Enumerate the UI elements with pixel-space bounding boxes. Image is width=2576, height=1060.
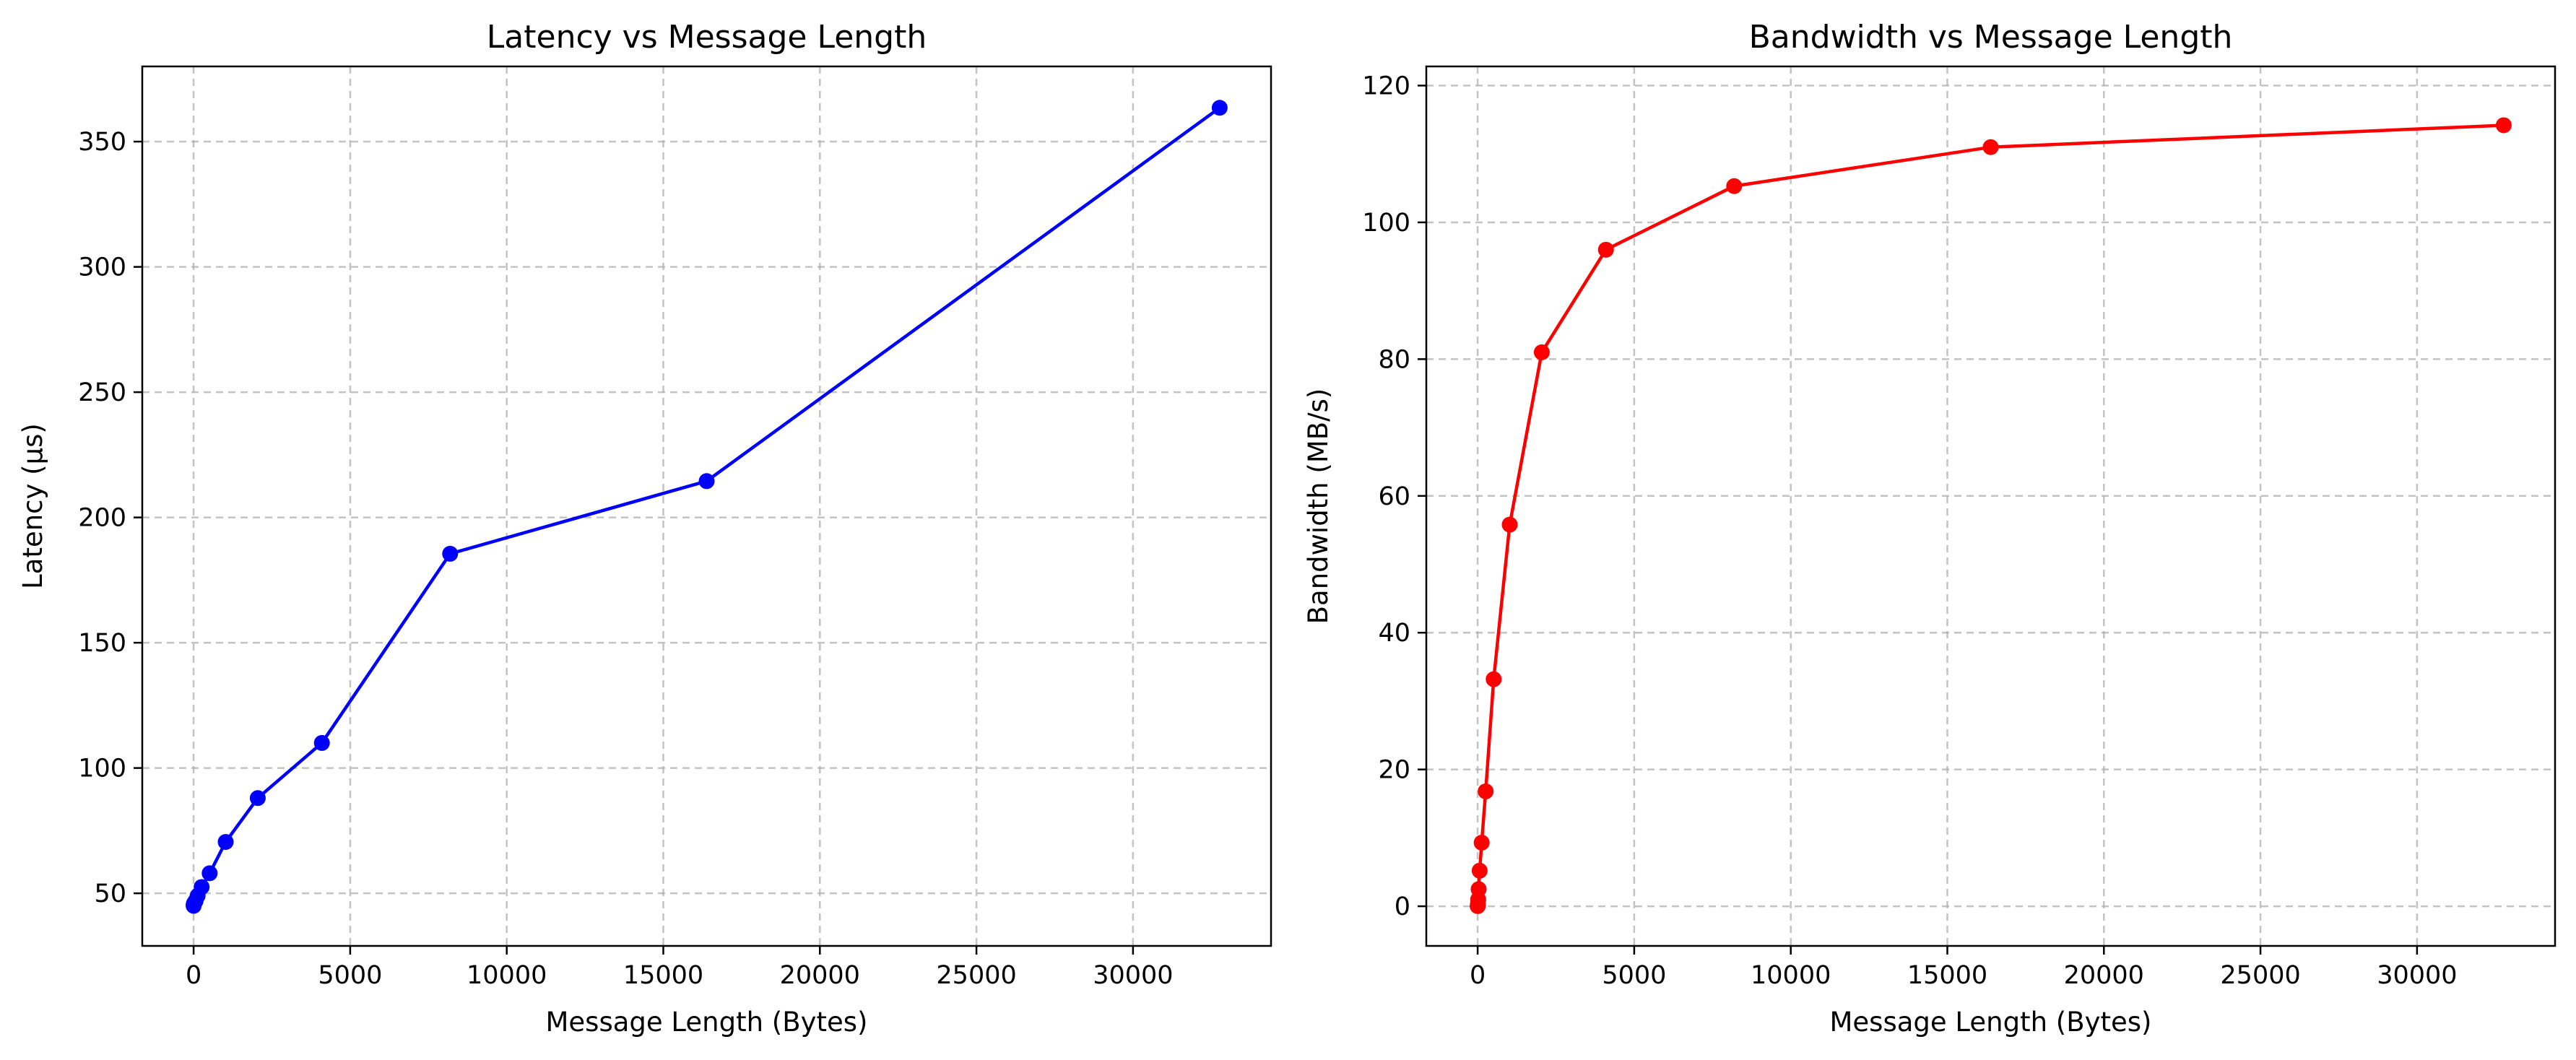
y-tick-label: 50 — [94, 879, 126, 908]
y-tick-label: 0 — [1395, 892, 1410, 921]
x-tick-label: 5000 — [318, 961, 382, 990]
y-axis-label: Latency (µs) — [17, 423, 48, 589]
data-point — [249, 790, 266, 807]
x-tick-label: 15000 — [623, 961, 703, 990]
x-tick-label: 25000 — [2220, 961, 2300, 990]
data-point — [1486, 671, 1502, 687]
y-tick-label: 350 — [78, 128, 126, 157]
data-point — [1597, 241, 1614, 258]
data-point — [442, 545, 459, 562]
y-tick-label: 300 — [78, 253, 126, 282]
data-point — [1533, 344, 1550, 360]
y-tick-label: 80 — [1378, 345, 1410, 374]
data-point — [2495, 117, 2512, 134]
x-tick-label: 5000 — [1602, 961, 1666, 990]
chart-panel-2: 0 5000 10000 15000 20000 25000 30000 0 20 40 60 80 1… — [1303, 19, 2557, 1038]
y-tick-label: 40 — [1378, 619, 1410, 648]
x-axis-label: Message Length (Bytes) — [545, 1007, 867, 1038]
data-point — [1982, 139, 1999, 155]
plot-frame — [141, 65, 1272, 947]
data-point — [1478, 783, 1494, 799]
x-tick-label: 0 — [186, 961, 201, 990]
data-point — [1473, 834, 1490, 851]
x-tick-label: 20000 — [2064, 961, 2144, 990]
y-tick-label: 150 — [78, 629, 126, 658]
chart-title: Latency vs Message Length — [487, 19, 927, 56]
y-tick-label: 100 — [1362, 209, 1410, 238]
x-tick-label: 25000 — [936, 961, 1016, 990]
x-tick-label: 20000 — [780, 961, 860, 990]
data-point — [1471, 862, 1488, 879]
data-point — [698, 473, 715, 490]
series-line — [191, 106, 1221, 906]
x-tick-label: 15000 — [1907, 961, 1987, 990]
data-point — [313, 734, 330, 751]
plot-frame — [1425, 65, 2557, 947]
y-tick-label: 100 — [78, 755, 126, 783]
x-tick-label: 0 — [1470, 961, 1486, 990]
y-tick-label: 120 — [1362, 72, 1410, 101]
chart-title: Bandwidth vs Message Length — [1749, 19, 2233, 56]
data-point — [217, 833, 234, 850]
data-point — [194, 879, 210, 895]
data-point — [1211, 100, 1228, 116]
data-point — [1726, 178, 1743, 194]
x-axis-label: Message Length (Bytes) — [1829, 1007, 2151, 1038]
y-tick-label: 60 — [1378, 482, 1410, 511]
data-point — [1501, 516, 1518, 533]
x-tick-label: 30000 — [1093, 961, 1173, 990]
y-tick-label: 200 — [78, 504, 126, 533]
x-tick-label: 10000 — [467, 961, 547, 990]
series-line — [1475, 123, 2504, 908]
x-tick-label: 30000 — [2377, 961, 2457, 990]
chart-panel-1: 0 5000 10000 15000 20000 25000 30000 50 100 150 20… — [17, 19, 1272, 1038]
y-axis-label: Bandwidth (MB/s) — [1303, 388, 1334, 625]
y-tick-label: 250 — [78, 378, 126, 407]
data-point — [201, 865, 218, 882]
y-tick-label: 20 — [1378, 756, 1410, 785]
data-point — [1470, 881, 1487, 898]
x-tick-label: 10000 — [1751, 961, 1831, 990]
